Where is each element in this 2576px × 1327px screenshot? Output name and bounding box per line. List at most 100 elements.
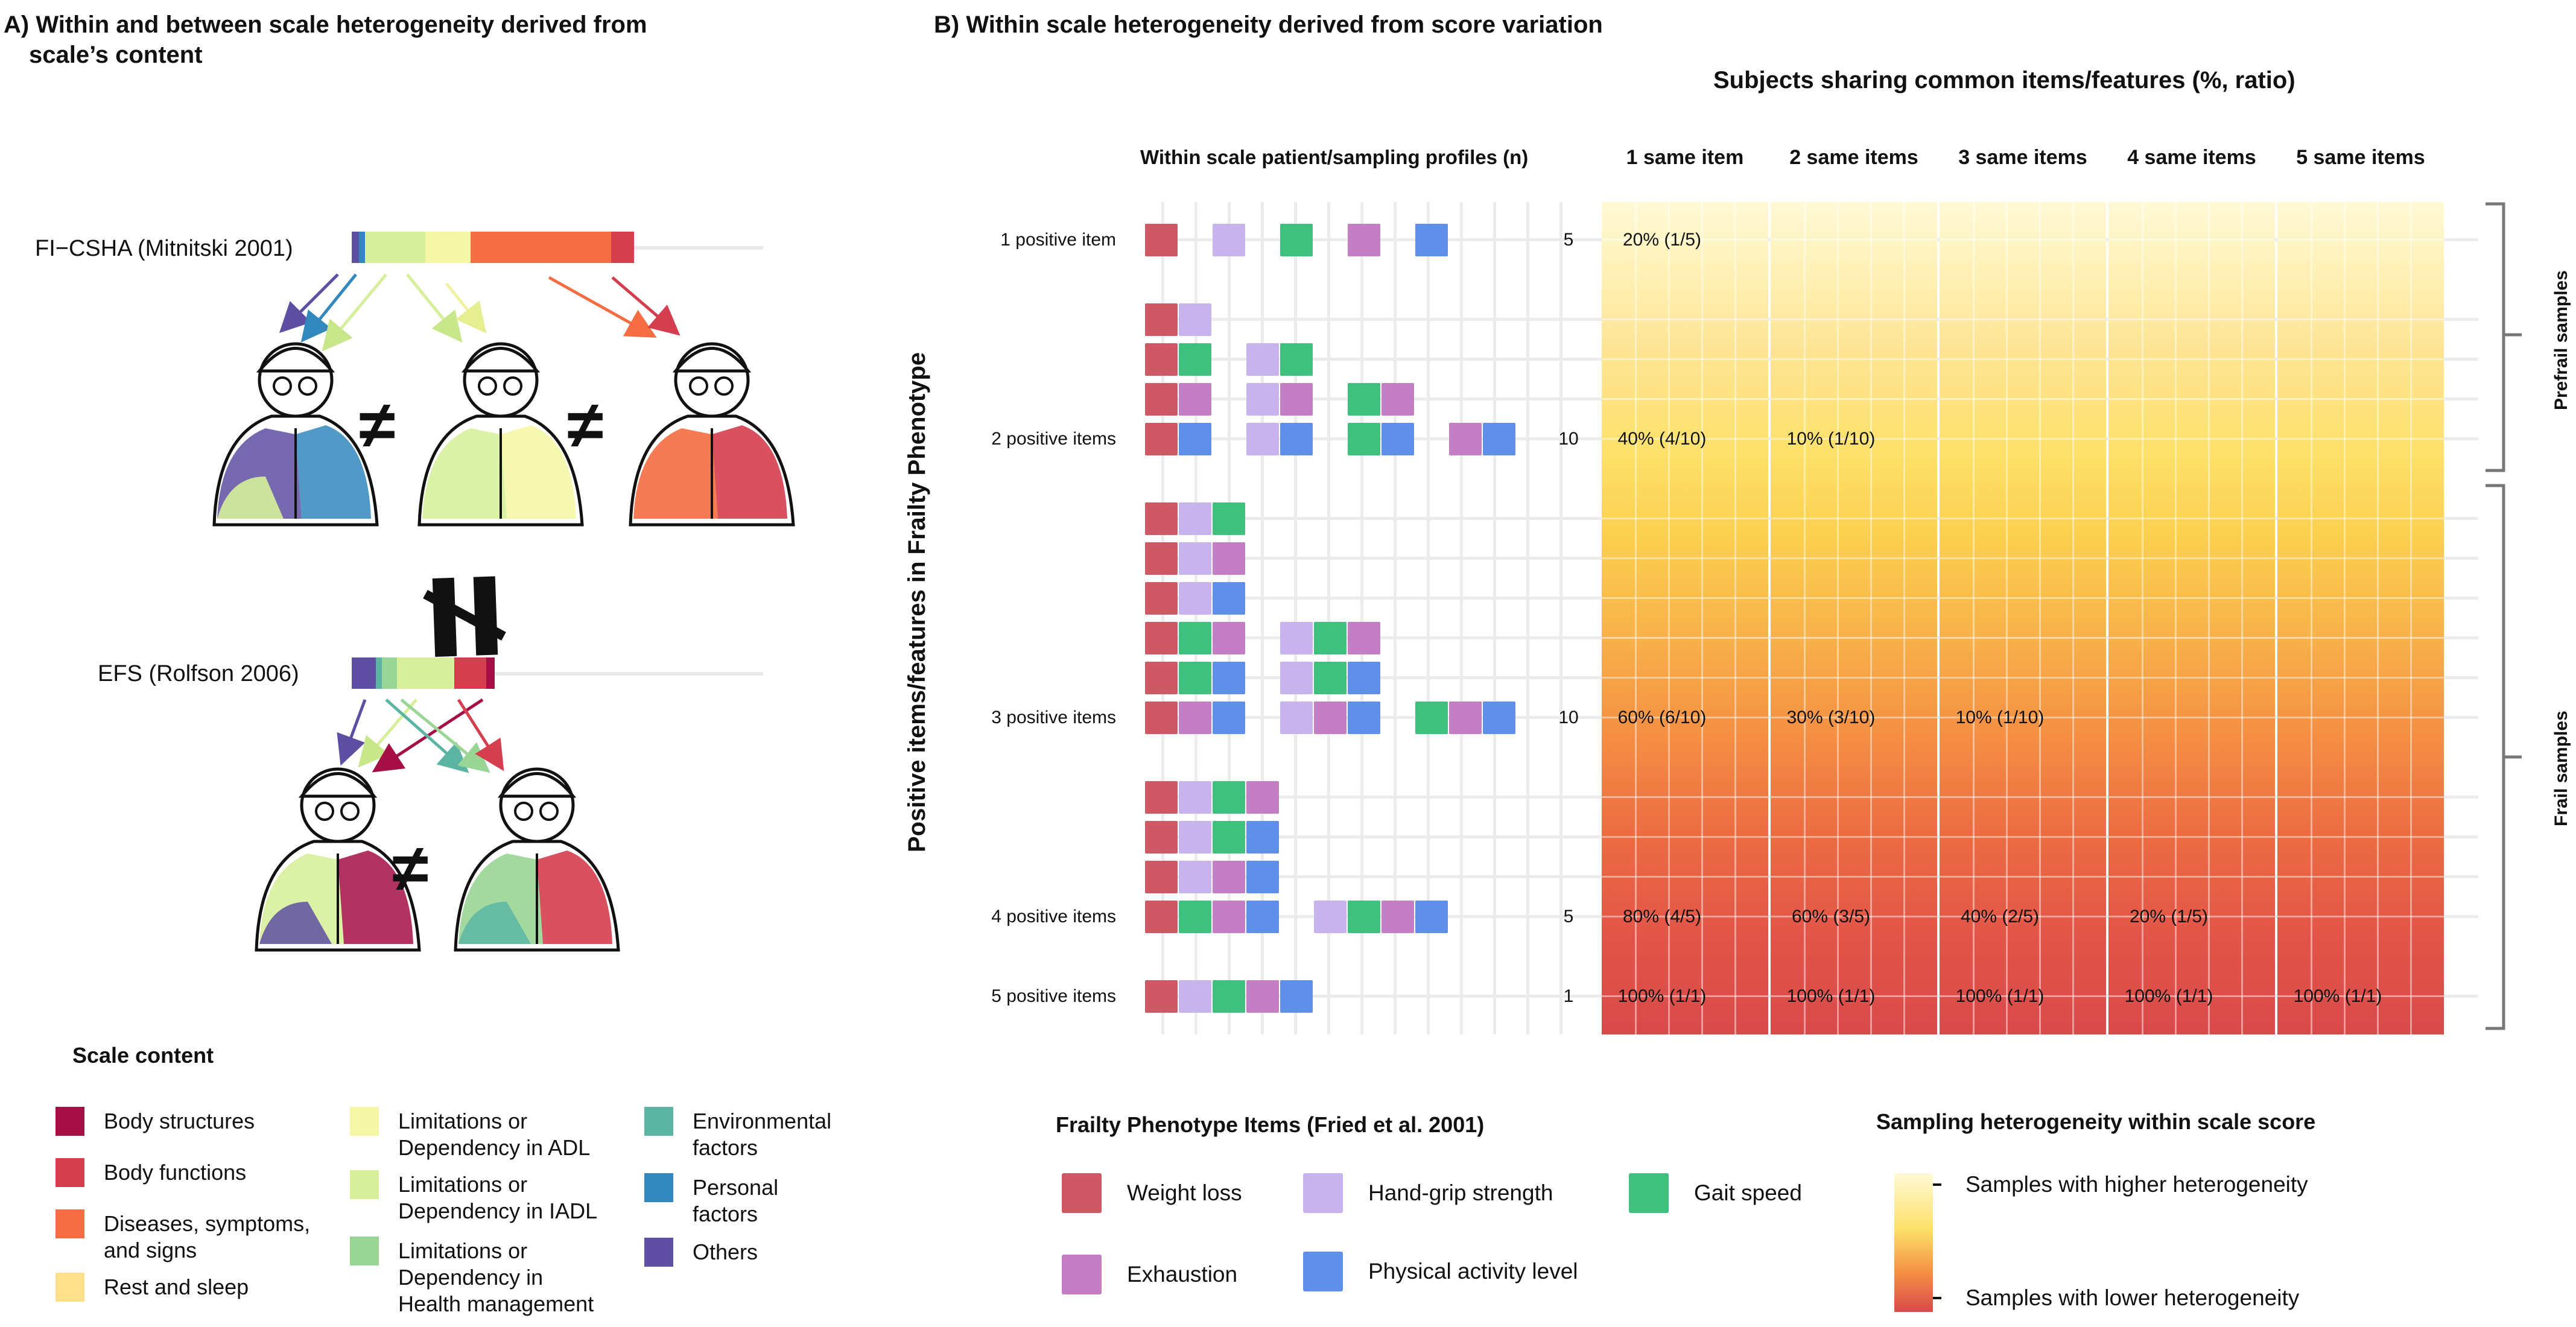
heatmap-gridline-h xyxy=(2108,239,2275,241)
heatmap-gridline-h xyxy=(2277,677,2444,679)
not-equal-symbol-1: ≠ xyxy=(359,388,396,462)
heat-legend-bar xyxy=(1894,1173,1933,1312)
heatmap-gridline-h xyxy=(1602,318,1768,320)
grid-line-v xyxy=(1194,202,1198,1034)
profile-tile xyxy=(1179,781,1211,814)
profile-tile xyxy=(1348,702,1380,734)
profile-tile xyxy=(1483,702,1515,734)
person-figure-4 xyxy=(255,767,421,952)
profile-tile xyxy=(1314,662,1347,694)
heatmap-cell-value: 100% (1/1) xyxy=(1955,986,2045,1006)
heatmap-column xyxy=(1602,202,1768,1034)
heatmap-gridline xyxy=(2377,202,2379,1034)
profile-tile xyxy=(1179,662,1211,694)
scale-legend-swatch xyxy=(56,1107,84,1136)
profile-tile xyxy=(1314,622,1347,654)
person-figure-3 xyxy=(629,342,795,527)
profile-tile xyxy=(1280,343,1313,376)
heatmap-gridline-h xyxy=(2108,836,2275,838)
heatmap-gridline-h xyxy=(1771,995,1937,997)
profile-tile xyxy=(1415,901,1448,933)
heatmap-gridline-h xyxy=(2108,557,2275,559)
profile-tile xyxy=(1145,702,1178,734)
grid-line-v xyxy=(1460,202,1463,1034)
grid-line-v xyxy=(1261,202,1264,1034)
profile-tile xyxy=(1415,224,1448,256)
heatmap-gridline xyxy=(1837,202,1839,1034)
row-label: 1 positive item xyxy=(1000,230,1116,250)
scale-legend-swatch xyxy=(644,1238,673,1267)
scale-legend-label: Environmental factors xyxy=(693,1108,831,1161)
heatmap-cell-value: 20% (1/5) xyxy=(2129,907,2209,926)
row-n: 1 xyxy=(1563,986,1574,1006)
person-figure-5 xyxy=(454,767,620,952)
profile-tile xyxy=(1145,901,1178,933)
profile-tile xyxy=(1314,901,1347,933)
heatmap-gridline-h xyxy=(2108,518,2275,519)
scale-legend-label: Body functions xyxy=(104,1159,246,1186)
profile-tile xyxy=(1145,383,1178,416)
heatmap-cell-value: 80% (4/5) xyxy=(1622,907,1702,926)
profile-tile xyxy=(1246,423,1279,455)
heatmap-gridline-h xyxy=(1940,637,2106,639)
heatmap-gridline-h xyxy=(1940,836,2106,838)
profile-tile xyxy=(1213,542,1245,575)
scale-legend-label-line: factors xyxy=(693,1135,758,1160)
heatmap-column xyxy=(2108,202,2275,1034)
heatmap-gridline-h xyxy=(1771,438,1937,440)
heatmap-gridline-h xyxy=(1940,518,2106,519)
heatmap-gridline-h xyxy=(1940,995,2106,997)
profile-tile xyxy=(1280,622,1313,654)
heatmap-gridline xyxy=(1734,202,1736,1034)
scale2-arrows xyxy=(337,698,504,773)
heatmap-gridline-h xyxy=(1940,318,2106,320)
heatmap-gridline xyxy=(2175,202,2177,1034)
heatmap-gridline-h xyxy=(1771,239,1937,241)
grid-line-v xyxy=(1526,202,1529,1034)
scale-legend-label-line: Others xyxy=(693,1240,758,1264)
heatmap-gridline-h xyxy=(1602,717,1768,718)
heatmap-cell-value: 100% (1/1) xyxy=(2124,986,2213,1006)
heatmap-gridline-h xyxy=(2277,398,2444,400)
scale-legend-label-line: Diseases, symptoms, xyxy=(104,1211,311,1236)
heatmap-gridline-h xyxy=(1940,438,2106,440)
profile-tile xyxy=(1348,662,1380,694)
heatmap-gridline-h xyxy=(1771,916,1937,917)
heatmap-gridline-h xyxy=(1940,796,2106,798)
heatmap-gridline-h xyxy=(2108,995,2275,997)
heatmap-gridline-h xyxy=(2108,717,2275,718)
profile-tile xyxy=(1179,423,1211,455)
heatmap-gridline-h xyxy=(1940,398,2106,400)
heatmap-gridline-h xyxy=(1602,358,1768,360)
heatmap-cell-value: 60% (6/10) xyxy=(1617,708,1707,727)
heatmap-gridline-h xyxy=(1940,557,2106,559)
heatmap-gridline xyxy=(1903,202,1905,1034)
grid-line-v xyxy=(1559,202,1562,1034)
heatmap-gridline-h xyxy=(1771,597,1937,599)
column-header: 1 same item xyxy=(1626,146,1744,169)
scale-legend-swatch xyxy=(56,1158,84,1187)
row-label: 2 positive items xyxy=(991,429,1116,449)
profile-tile xyxy=(1213,861,1245,893)
grid-line-v xyxy=(1427,202,1430,1034)
heatmap-gridline-h xyxy=(1602,876,1768,878)
grid-line-v xyxy=(1294,202,1297,1034)
profile-tile xyxy=(1179,901,1211,933)
profile-tile xyxy=(1145,582,1178,615)
profile-tile xyxy=(1348,224,1380,256)
profile-tile xyxy=(1145,781,1178,814)
heatmap-gridline-h xyxy=(1771,398,1937,400)
not-equal-symbol-3: ≠ xyxy=(392,831,429,905)
y-axis-label: Positive items/features in Frailty Pheno… xyxy=(904,352,930,852)
heatmap-gridline-h xyxy=(1602,518,1768,519)
heatmap-gridline-h xyxy=(1771,358,1937,360)
heatmap-gridline-h xyxy=(1940,717,2106,718)
item-legend-label: Hand-grip strength xyxy=(1368,1180,1553,1205)
heatmap-gridline-h xyxy=(1940,358,2106,360)
scale-legend-label-line: Limitations or xyxy=(398,1109,528,1133)
profile-tile xyxy=(1145,542,1178,575)
heatmap-gridline-h xyxy=(1771,677,1937,679)
profile-tile xyxy=(1145,980,1178,1013)
scale1-content-bar xyxy=(352,232,634,263)
heatmap-column xyxy=(1771,202,1937,1034)
